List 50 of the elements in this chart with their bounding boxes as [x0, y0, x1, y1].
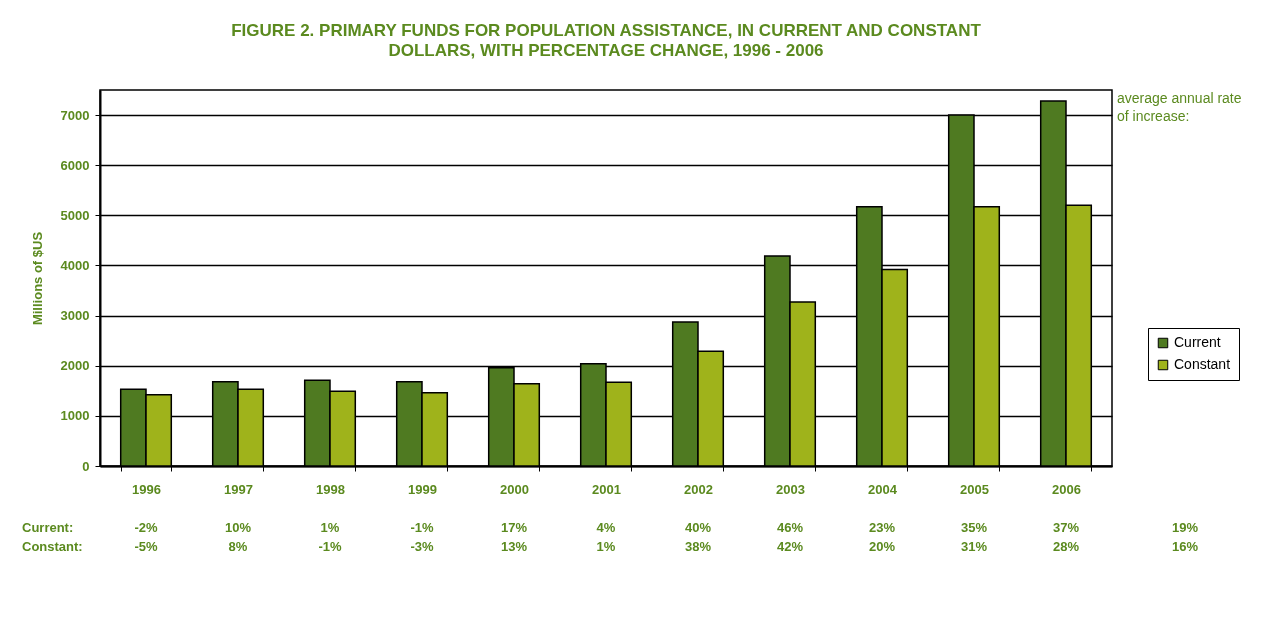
- text: 28%: [1052, 539, 1080, 554]
- y-tick-label: 4000: [60, 257, 90, 273]
- text: -1%: [318, 539, 342, 554]
- x-tick-label: 2000: [500, 481, 529, 497]
- text: Constant:: [22, 539, 83, 554]
- legend-label: Constant: [1174, 356, 1231, 372]
- text: 16%: [1171, 539, 1199, 554]
- y-tick-label: 1000: [60, 408, 90, 424]
- text: 10%: [224, 520, 252, 535]
- text: 8%: [228, 539, 248, 554]
- x-tick-label: 2003: [776, 481, 805, 497]
- x-tick-label: 1996: [132, 481, 161, 497]
- text: -5%: [134, 539, 158, 554]
- text: average annual rate of increase:: [1117, 90, 1242, 124]
- y-tick-label: 5000: [60, 207, 90, 223]
- text: 38%: [684, 539, 712, 554]
- text: 31%: [960, 539, 988, 554]
- x-tick-label: 1999: [408, 481, 437, 497]
- text: 1%: [320, 520, 340, 535]
- text: 17%: [500, 520, 528, 535]
- text: 19%: [1171, 520, 1199, 535]
- text: 42%: [776, 539, 804, 554]
- text: -3%: [410, 539, 434, 554]
- y-tick-label: 7000: [60, 107, 90, 123]
- x-tick-label: 2001: [592, 481, 621, 497]
- text: 13%: [500, 539, 528, 554]
- legend-label: Current: [1174, 334, 1221, 350]
- text: 40%: [684, 520, 712, 535]
- text: 4%: [596, 520, 616, 535]
- text: -2%: [134, 520, 158, 535]
- x-tick-label: 1998: [316, 481, 345, 497]
- y-axis-title: Millions of $US: [29, 231, 45, 326]
- x-tick-label: 2002: [684, 481, 713, 497]
- text: 23%: [868, 520, 896, 535]
- x-tick-label: 2005: [960, 481, 989, 497]
- x-tick-label: 2004: [868, 481, 898, 497]
- text: -1%: [410, 520, 434, 535]
- x-tick-label: 1997: [224, 481, 253, 497]
- y-tick-label: 6000: [60, 157, 90, 173]
- y-tick-label: 0: [82, 458, 90, 474]
- x-tick-label: 2006: [1052, 481, 1081, 497]
- text: 20%: [868, 539, 896, 554]
- text: 37%: [1052, 520, 1080, 535]
- text: 46%: [776, 520, 804, 535]
- y-tick-label: 2000: [60, 358, 90, 374]
- text: Current:: [22, 520, 74, 535]
- y-tick-label: 3000: [60, 308, 90, 324]
- text: 35%: [960, 520, 988, 535]
- chart-title: FIGURE 2. PRIMARY FUNDS FOR POPULATION ASSISTANCE, IN CURRENT AND CONSTANT DOLLARS, WITH PERCENTAGE CHANGE, 1996 - 2006: [231, 21, 982, 60]
- text: 1%: [596, 539, 616, 554]
